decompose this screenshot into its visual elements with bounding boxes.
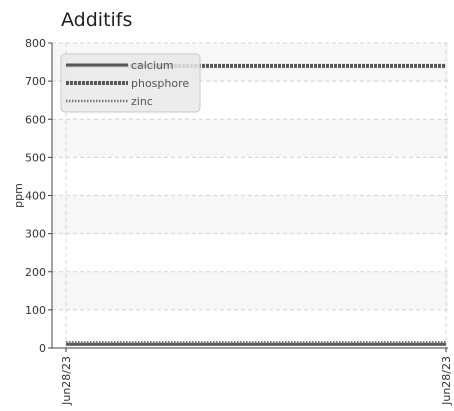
- y-tick-label: 100: [25, 304, 46, 317]
- y-tick-label: 400: [25, 190, 46, 203]
- plot-band: [52, 271, 448, 310]
- y-tick-label: 800: [25, 37, 46, 50]
- x-tick-label: Jun28/23: [60, 356, 73, 406]
- legend-label-zinc: zinc: [131, 95, 153, 108]
- y-axis-label: ppm: [12, 183, 25, 208]
- y-tick-label: 500: [25, 151, 46, 164]
- chart-title: Additifs: [61, 9, 133, 31]
- plot-band: [52, 195, 448, 234]
- y-tick-label: 600: [25, 113, 46, 126]
- x-tick-label: Jun28/23: [440, 356, 453, 406]
- y-tick-label: 700: [25, 75, 46, 88]
- y-tick-label: 300: [25, 228, 46, 241]
- y-tick-label: 200: [25, 266, 46, 279]
- legend-label-calcium: calcium: [131, 59, 174, 72]
- plot-band: [52, 119, 448, 158]
- legend-label-phosphore: phosphore: [131, 77, 189, 90]
- y-tick-label: 0: [39, 342, 46, 355]
- legend-box: [60, 53, 201, 113]
